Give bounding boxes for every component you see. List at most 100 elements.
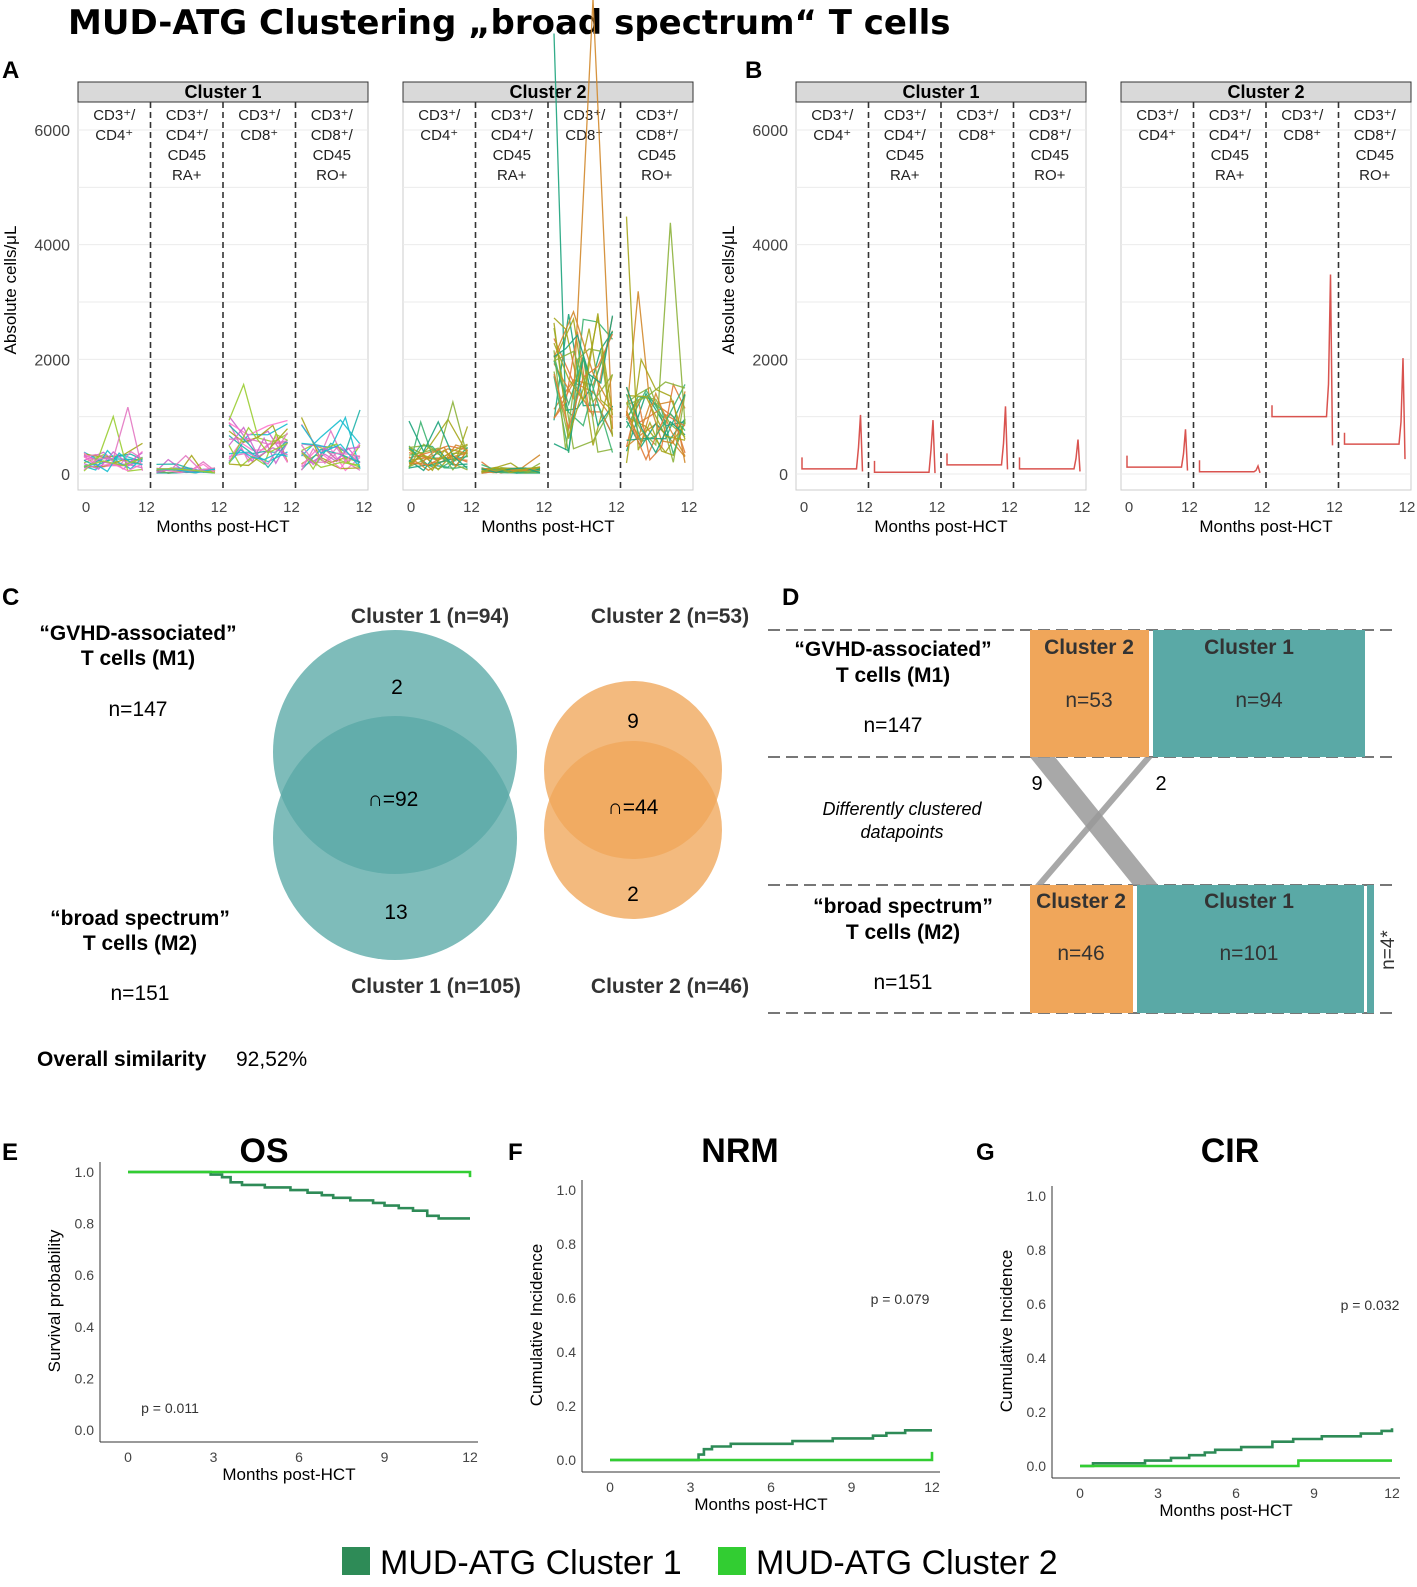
x-tick-label: 12 <box>1384 1485 1400 1501</box>
y-tick-label: 0.4 <box>1027 1350 1047 1366</box>
y-tick-label: 0.2 <box>557 1398 577 1414</box>
y-axis-label: Survival probability <box>45 1229 64 1372</box>
subset-label: CD8⁺/ <box>1029 127 1072 144</box>
venn-bottom-cluster1-label: Cluster 1 (n=105) <box>351 975 521 998</box>
subset-label: CD3⁺/ <box>1209 107 1252 124</box>
subset-label: CD4⁺ <box>813 127 851 144</box>
cell-trajectory-line <box>83 457 143 468</box>
x-tick-label: 0 <box>606 1479 614 1495</box>
series-line-2 <box>610 1451 934 1462</box>
y-tick-label: 4000 <box>34 238 70 255</box>
cell-trajectory-line <box>625 393 686 443</box>
x-axis-label: Months post-HCT <box>156 517 289 536</box>
cell-trajectory-line <box>625 357 686 464</box>
x-axis-label: Months post-HCT <box>1159 1501 1292 1520</box>
cell-trajectory-line <box>228 438 288 445</box>
subset-label: RA+ <box>497 167 527 184</box>
subset-label: CD8⁺/ <box>636 127 679 144</box>
alluvial-m1-label-line1: “GVHD-associated” <box>794 638 991 661</box>
cell-trajectory-line <box>553 331 614 435</box>
subset-label: CD3⁺/ <box>563 107 606 124</box>
venn-bottom-cluster2-label: Cluster 2 (n=46) <box>591 975 749 998</box>
venn-cluster1-m2-circle <box>273 716 517 960</box>
cell-trajectory-line <box>553 313 614 437</box>
x-tick-label: 12 <box>924 1479 940 1495</box>
x-tick-label: 12 <box>856 499 873 516</box>
y-axis-label: Cumulative Incidence <box>997 1250 1016 1413</box>
series-line-1 <box>128 1170 470 1220</box>
mean-trajectory-line <box>1343 358 1406 460</box>
alluvial-bottom-cluster2-n: n=46 <box>1057 942 1104 965</box>
panel-letter-g: G <box>976 1139 995 1166</box>
y-tick-label: 1.0 <box>75 1164 95 1180</box>
panel-e-os-chart: OS 0.0 0.2 0.4 0.6 0.8 1.0 0 3 6 9 12 Months post-HC… <box>45 1132 478 1484</box>
panel-b-trajectories: Absolute cells/μL 0 2000 4000 6000 Cluster 1 C… <box>719 81 1416 536</box>
subset-label: RO+ <box>316 167 348 184</box>
subset-label: CD8⁺ <box>1283 127 1321 144</box>
x-tick-label: 12 <box>463 499 480 516</box>
subset-label: CD4⁺ <box>1138 127 1176 144</box>
subset-label: CD3⁺/ <box>1281 107 1324 124</box>
chart-title: CIR <box>1201 1132 1260 1170</box>
y-tick-label: 2000 <box>752 352 788 369</box>
x-tick-label: 12 <box>1074 499 1091 516</box>
panel-letter-b: B <box>745 57 762 84</box>
cell-trajectory-line <box>553 318 613 453</box>
subset-label: CD45 <box>886 147 924 164</box>
subset-label: RA+ <box>890 167 920 184</box>
panel-c-venn: “GVHD-associated” T cells (M1) n=147 “br… <box>37 605 749 1071</box>
cell-trajectory-line <box>301 452 361 469</box>
y-tick-label: 4000 <box>752 238 788 255</box>
subset-label: CD4⁺ <box>420 127 458 144</box>
x-tick-label: 0 <box>1125 499 1133 516</box>
venn-m2-label-line2: T cells (M2) <box>83 932 197 955</box>
panel-letter-c: C <box>2 584 19 611</box>
x-tick-label: 12 <box>1399 499 1416 516</box>
y-tick-label: 0.6 <box>557 1290 577 1306</box>
x-tick-label: 12 <box>1326 499 1343 516</box>
venn-c1-overlap: ∩=92 <box>368 788 419 811</box>
figure-title: MUD-ATG Clustering „broad spectrum“ T ce… <box>68 3 951 43</box>
series-line-1 <box>1080 1428 1394 1468</box>
cell-trajectory-line <box>228 449 288 464</box>
x-tick-label: 6 <box>767 1479 775 1495</box>
alluvial-bottom-cluster2-label: Cluster 2 <box>1036 890 1126 913</box>
cell-trajectory-line <box>553 0 614 429</box>
legend-label-cluster2: MUD-ATG Cluster 2 <box>756 1544 1058 1582</box>
cell-trajectory-line <box>481 467 541 474</box>
mean-trajectory-line <box>1198 460 1261 474</box>
alluvial-bottom-cluster1-n: n=101 <box>1220 942 1279 965</box>
panel-a-trajectories: Absolute cells/μL 0 2000 4000 6000 Cluster 1 C… <box>1 0 697 536</box>
subset-label: CD3⁺/ <box>491 107 534 124</box>
venn-c2-only-m1: 9 <box>627 710 639 733</box>
cell-trajectory-line <box>408 443 468 464</box>
y-tick-label: 0.6 <box>75 1267 95 1283</box>
subset-label: CD4⁺ <box>95 127 133 144</box>
p-value-annotation: p = 0.032 <box>1341 1297 1400 1313</box>
cell-trajectory-line <box>83 452 143 472</box>
facet-strip-label: Cluster 1 <box>902 82 979 102</box>
x-tick-label: 12 <box>929 499 946 516</box>
cell-trajectory-line <box>625 387 686 454</box>
x-tick-label: 9 <box>848 1479 856 1495</box>
y-tick-label: 0.2 <box>1027 1404 1047 1420</box>
x-axis-label: Months post-HCT <box>694 1495 827 1514</box>
x-tick-label: 0 <box>800 499 808 516</box>
x-tick-label: 0 <box>407 499 415 516</box>
series-line-2 <box>128 1170 472 1178</box>
y-tick-label: 0.4 <box>557 1344 577 1360</box>
x-tick-label: 12 <box>1181 499 1198 516</box>
subset-label: CD3⁺/ <box>884 107 927 124</box>
subset-label: CD8⁺/ <box>1354 127 1397 144</box>
y-tick-label: 1.0 <box>557 1182 577 1198</box>
x-tick-label: 12 <box>608 499 625 516</box>
x-tick-label: 9 <box>1310 1485 1318 1501</box>
cell-trajectory-line <box>83 451 143 470</box>
cell-trajectory-line <box>83 406 144 471</box>
panel-letter-e: E <box>2 1139 18 1166</box>
subset-label: RO+ <box>1034 167 1066 184</box>
cell-trajectory-line <box>228 436 289 465</box>
y-tick-label: 0 <box>779 467 788 484</box>
venn-c2-only-m2: 2 <box>627 883 639 906</box>
y-tick-label: 0.8 <box>557 1236 577 1252</box>
